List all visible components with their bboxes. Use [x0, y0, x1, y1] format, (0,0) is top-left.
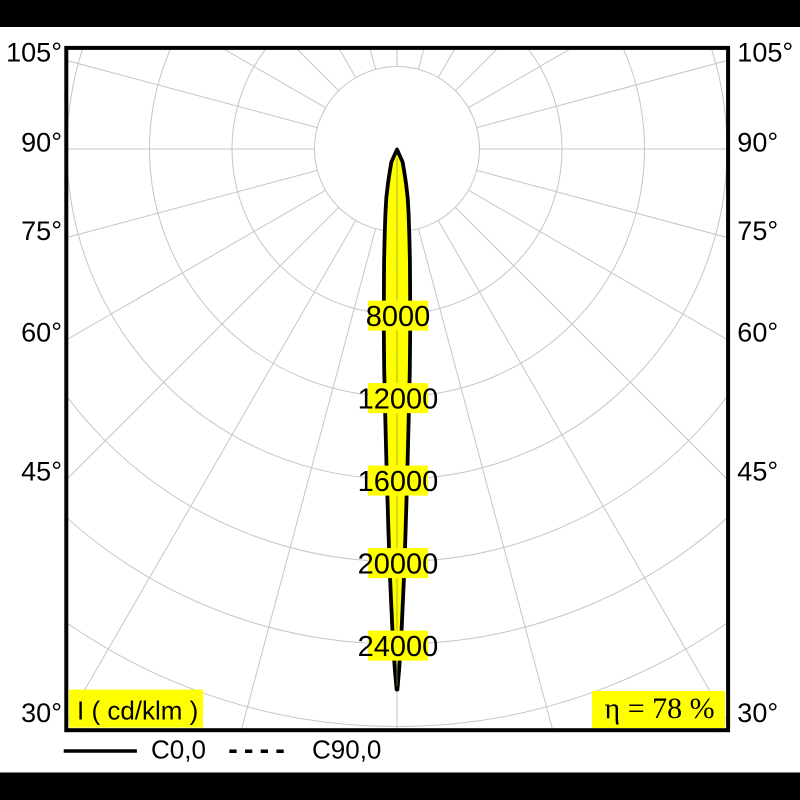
svg-text:20000: 20000 [358, 549, 439, 581]
svg-text:30°: 30° [737, 698, 778, 728]
svg-text:η = 78 %: η = 78 % [605, 692, 715, 725]
svg-text:105°: 105° [737, 38, 793, 68]
svg-text:105°: 105° [6, 38, 62, 68]
svg-text:90°: 90° [737, 128, 778, 158]
svg-text:90°: 90° [21, 128, 62, 158]
svg-text:16000: 16000 [358, 466, 439, 498]
svg-text:12000: 12000 [358, 384, 439, 416]
svg-text:45°: 45° [21, 457, 62, 487]
svg-text:60°: 60° [737, 318, 778, 348]
svg-text:45°: 45° [737, 457, 778, 487]
svg-text:C90,0: C90,0 [312, 734, 381, 764]
svg-text:24000: 24000 [358, 631, 439, 663]
svg-text:C0,0: C0,0 [151, 734, 206, 764]
svg-text:30°: 30° [21, 698, 62, 728]
svg-text:I ( cd/klm ): I ( cd/klm ) [77, 695, 198, 725]
svg-text:60°: 60° [21, 318, 62, 348]
svg-text:75°: 75° [737, 216, 778, 246]
svg-text:75°: 75° [21, 216, 62, 246]
svg-text:8000: 8000 [366, 301, 431, 333]
